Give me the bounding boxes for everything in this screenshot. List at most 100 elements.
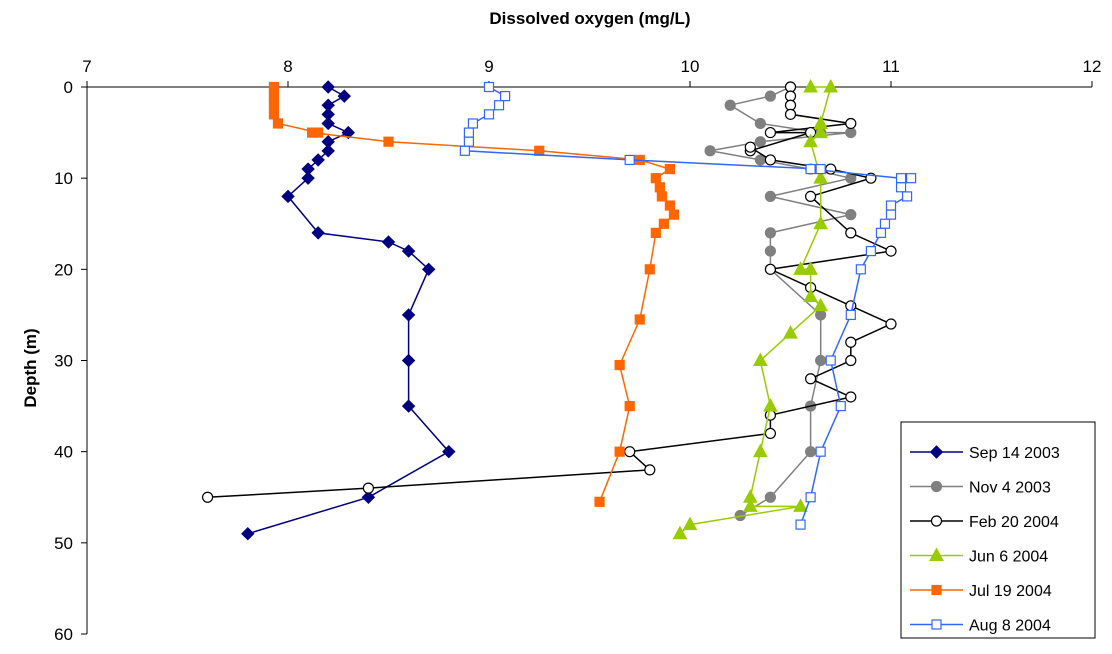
series-line <box>207 87 894 499</box>
data-point <box>624 154 635 166</box>
y-tick-label: 0 <box>64 78 73 97</box>
data-point <box>463 127 474 138</box>
data-point <box>383 136 394 147</box>
legend-swatch-marker <box>931 584 942 596</box>
y-axis-title: Depth (m) <box>21 328 40 407</box>
data-point <box>594 496 605 507</box>
data-point <box>401 308 416 322</box>
data-point <box>901 191 913 202</box>
series-line <box>273 87 675 503</box>
data-point <box>803 288 818 303</box>
data-point <box>764 227 777 239</box>
data-point <box>764 154 777 166</box>
legend-item: Jul 19 2004 <box>910 583 1052 600</box>
y-tick-label: 20 <box>54 260 73 279</box>
data-point <box>307 127 318 138</box>
series-layer <box>202 78 917 541</box>
data-point <box>321 144 335 158</box>
legend-label: Feb 20 2004 <box>969 514 1059 531</box>
data-point <box>753 352 768 366</box>
data-point <box>361 490 376 504</box>
legend-swatch-marker <box>930 480 943 493</box>
data-point <box>624 446 636 458</box>
data-point <box>803 78 818 93</box>
data-point <box>467 118 479 129</box>
data-point <box>805 163 816 175</box>
x-tick-label: 8 <box>283 57 292 76</box>
legend-label: Jul 19 2004 <box>969 583 1052 600</box>
legend-item: Jun 6 2004 <box>910 547 1048 566</box>
data-point <box>845 126 857 139</box>
data-point <box>624 400 635 412</box>
data-point <box>795 519 806 530</box>
data-point <box>742 498 758 512</box>
data-point <box>644 464 656 476</box>
x-tick-label: 9 <box>484 57 493 76</box>
data-point <box>202 491 214 503</box>
series-line <box>679 86 832 535</box>
data-point <box>658 218 669 229</box>
data-point <box>793 498 808 512</box>
data-point <box>421 262 436 277</box>
data-point <box>865 246 877 257</box>
data-point <box>845 117 857 130</box>
axes: 7 8 9 10 11 12 0 10 20 30 40 50 60 <box>54 57 1101 644</box>
data-point <box>764 126 777 139</box>
data-point <box>268 100 280 111</box>
y-tick-label: 40 <box>54 443 73 462</box>
data-point <box>813 297 828 312</box>
series-1 <box>704 81 857 522</box>
data-point <box>321 80 335 94</box>
legend-item: Feb 20 2004 <box>910 514 1059 531</box>
data-point <box>764 245 777 257</box>
data-point <box>764 263 777 275</box>
legend-item: Nov 4 2003 <box>910 480 1051 497</box>
data-point <box>754 136 766 148</box>
series-0 <box>241 80 456 541</box>
data-point <box>845 391 857 403</box>
data-point <box>825 163 837 175</box>
series-line <box>463 86 914 525</box>
data-point <box>381 235 396 249</box>
data-point <box>763 398 778 412</box>
data-point <box>442 444 456 459</box>
data-point <box>321 116 335 131</box>
data-point <box>614 446 625 457</box>
data-point <box>744 141 756 153</box>
data-point <box>793 261 808 275</box>
data-point <box>614 359 625 371</box>
data-point <box>804 446 817 458</box>
data-point <box>815 309 827 321</box>
data-point <box>895 173 907 184</box>
data-point <box>493 100 505 111</box>
data-point <box>823 78 839 93</box>
x-tick-label: 11 <box>882 57 900 76</box>
data-point <box>784 99 797 111</box>
data-point <box>845 354 857 367</box>
series-line <box>247 86 450 535</box>
y-tick-label: 60 <box>54 625 73 644</box>
data-point <box>268 109 280 120</box>
data-point <box>672 525 688 540</box>
data-point <box>301 171 315 185</box>
data-point <box>634 314 645 325</box>
legend: Sep 14 2003 Nov 4 2003 Feb 20 2004 Jun 6 20… <box>900 421 1096 639</box>
data-point <box>815 163 826 175</box>
data-point <box>483 81 495 93</box>
data-point <box>401 244 416 258</box>
series-5 <box>459 81 917 530</box>
data-point <box>825 355 836 366</box>
data-point <box>311 226 325 240</box>
data-point <box>845 336 857 348</box>
data-point <box>534 145 545 156</box>
data-point <box>804 373 817 385</box>
data-point <box>875 227 887 238</box>
data-point <box>885 209 897 220</box>
data-point <box>855 264 866 275</box>
data-point <box>813 215 828 230</box>
series-4 <box>268 81 680 507</box>
data-point <box>845 227 857 239</box>
x-tick-label: 12 <box>1083 57 1102 76</box>
data-point <box>813 124 828 139</box>
data-point <box>784 90 797 102</box>
